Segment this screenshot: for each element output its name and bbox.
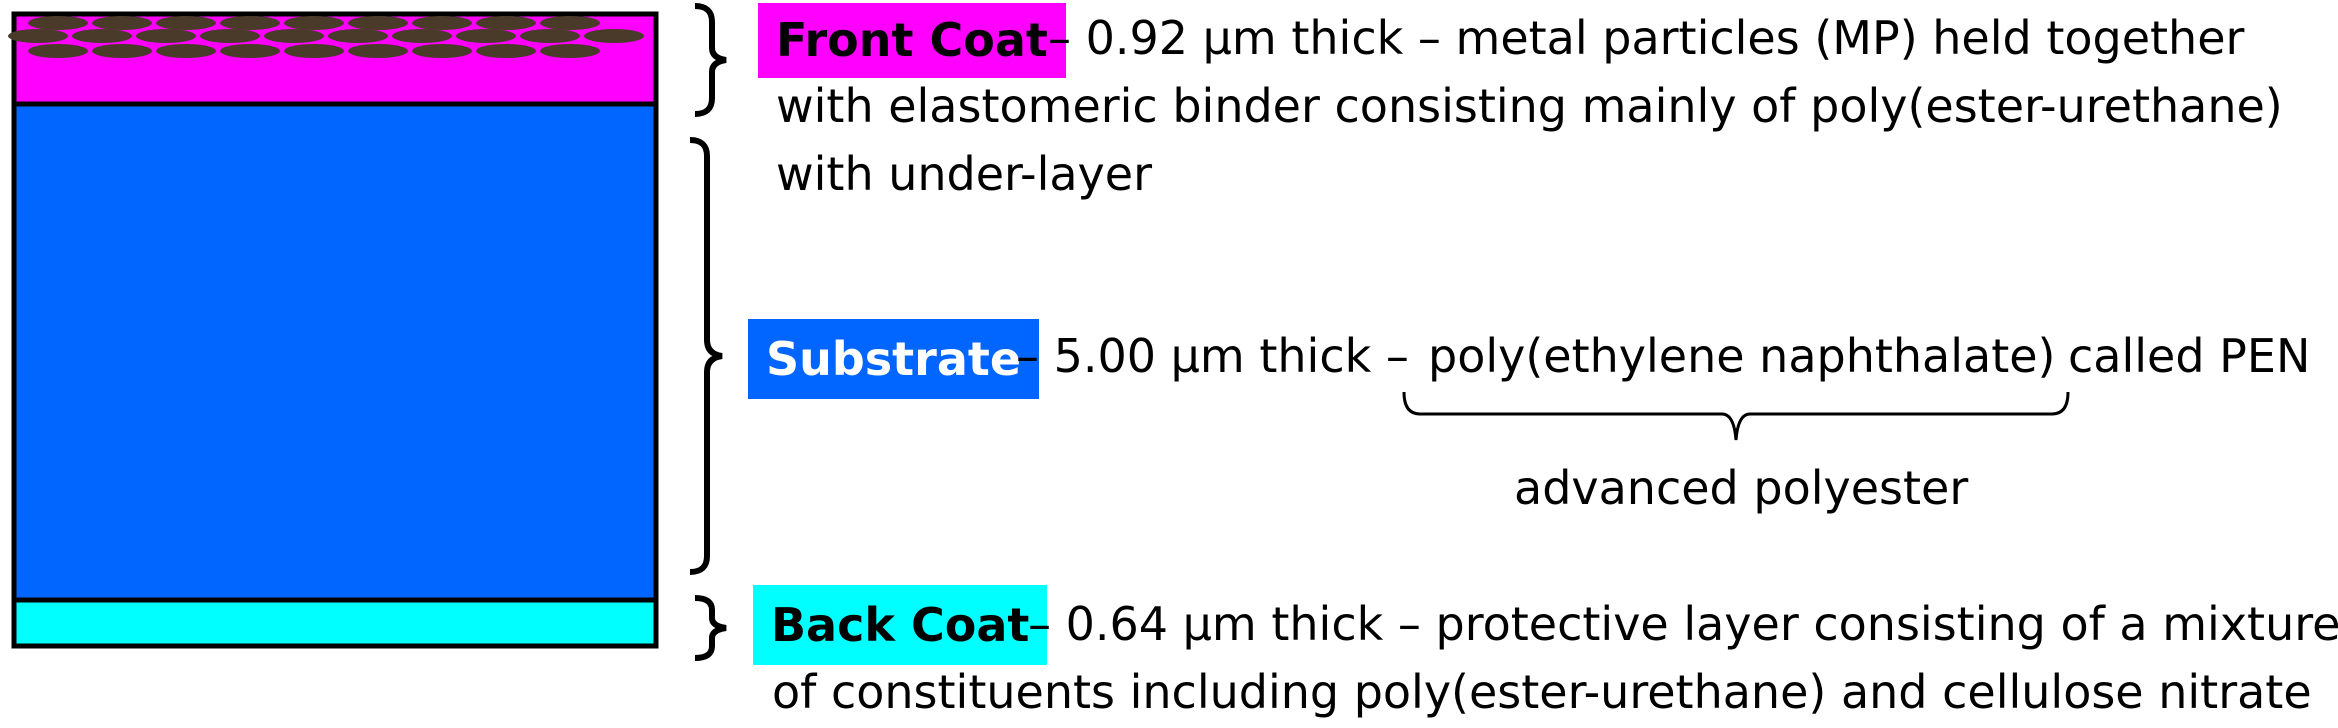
particle xyxy=(328,29,388,43)
particle xyxy=(540,16,600,30)
particle xyxy=(456,29,516,43)
substrate-desc-material: poly(ethylene naphthalate) xyxy=(1428,329,2056,383)
particle xyxy=(8,29,68,43)
substrate-desc-name: called PEN xyxy=(2068,329,2311,383)
particle xyxy=(476,16,536,30)
particle xyxy=(92,44,152,58)
particle xyxy=(28,44,88,58)
substrate-desc-thickness: – 5.00 µm thick – xyxy=(1016,329,1409,383)
particle xyxy=(392,29,452,43)
particle xyxy=(200,29,260,43)
layer-stack xyxy=(8,11,659,649)
substrate-label: Substrate xyxy=(748,319,1040,399)
particle xyxy=(264,29,324,43)
particle xyxy=(220,44,280,58)
metal-particles xyxy=(8,16,644,58)
particle xyxy=(412,16,472,30)
front-coat-label: Front Coat xyxy=(758,3,1066,78)
front-coat-desc-line1: – 0.92 µm thick – metal particles (MP) h… xyxy=(1048,11,2245,65)
particle xyxy=(92,16,152,30)
particle xyxy=(220,16,280,30)
particle xyxy=(156,44,216,58)
back-coat-desc-line2: of constituents including poly(ester-ure… xyxy=(772,665,2312,719)
particle xyxy=(284,16,344,30)
substrate-annotation: advanced polyester xyxy=(1514,461,1969,515)
particle xyxy=(540,44,600,58)
particle xyxy=(348,16,408,30)
particle xyxy=(284,44,344,58)
back-coat-brace xyxy=(694,595,727,661)
particle xyxy=(136,29,196,43)
particle xyxy=(72,29,132,43)
back-coat-layer xyxy=(11,597,659,649)
particle xyxy=(476,44,536,58)
particle xyxy=(412,44,472,58)
back-coat-desc-line1: – 0.64 µm thick – protective layer consi… xyxy=(1028,597,2338,651)
particle xyxy=(348,44,408,58)
front-coat-brace xyxy=(694,3,727,117)
particle xyxy=(28,16,88,30)
substrate-layer xyxy=(11,101,659,603)
substrate-brace xyxy=(689,137,723,575)
back-coat-label: Back Coat xyxy=(753,585,1048,665)
particle xyxy=(520,29,580,43)
particle xyxy=(584,29,644,43)
front-coat-desc-line3: with under-layer xyxy=(776,147,1152,201)
polyester-underbrace xyxy=(1402,391,2070,441)
front-coat-desc-line2: with elastomeric binder consisting mainl… xyxy=(776,79,2283,133)
particle xyxy=(156,16,216,30)
